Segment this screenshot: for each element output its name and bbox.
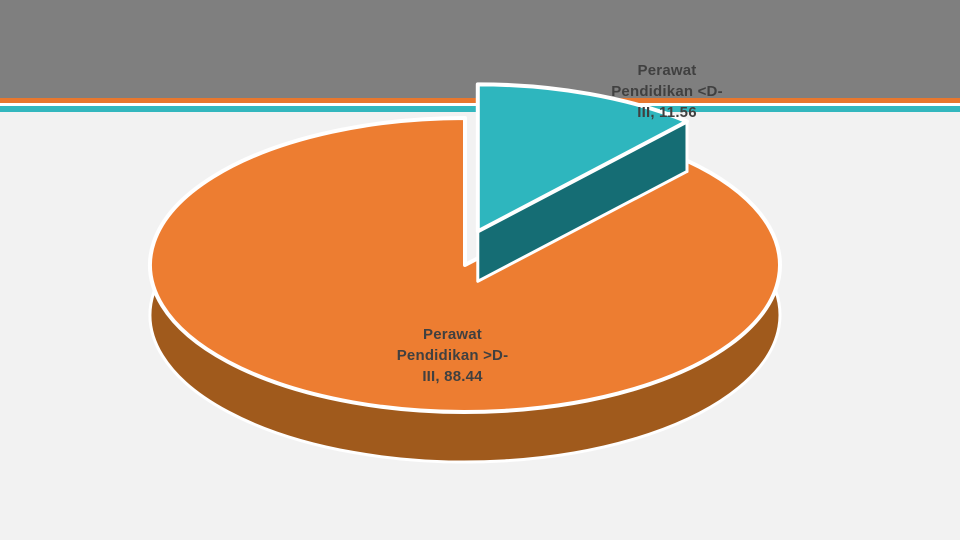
header-band — [0, 0, 960, 98]
data-label-major-slice: Perawat Pendidikan >D- III, 88.44 — [396, 326, 509, 385]
pie-slice-top — [475, 82, 689, 234]
data-label-minor-slice: Perawat Pendidikan <D- III, 11.56 — [611, 62, 723, 121]
